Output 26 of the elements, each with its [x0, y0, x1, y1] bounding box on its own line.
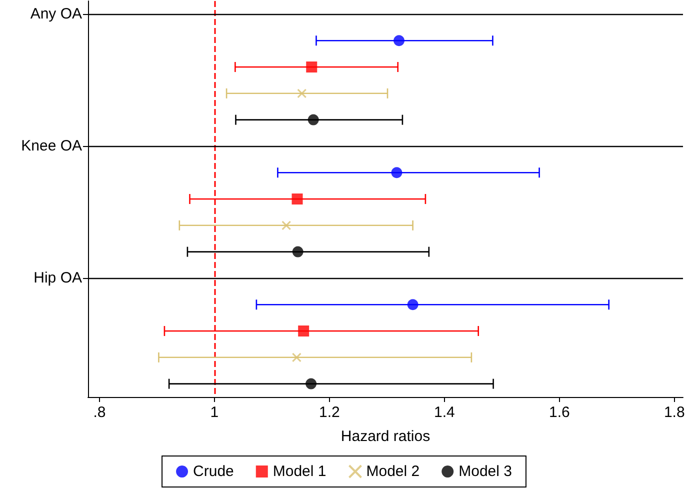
x-tick-label: 1: [210, 404, 219, 421]
y-tick-label: Any OA: [30, 6, 82, 23]
point: [391, 167, 402, 178]
point: [394, 35, 405, 46]
x-tick-label: 1.6: [548, 404, 570, 421]
x-tick-label: 1.2: [319, 404, 340, 421]
legend-label: Model 2: [366, 463, 420, 480]
legend-label: Crude: [193, 463, 234, 480]
point: [292, 352, 302, 362]
point: [282, 220, 292, 230]
point: [298, 326, 310, 336]
legend-label: Model 1: [272, 463, 326, 480]
x-axis-title: Hazard ratios: [340, 428, 430, 445]
legend-label: Model 3: [458, 463, 512, 480]
y-tick-label: Hip OA: [34, 270, 82, 287]
point: [308, 114, 319, 126]
x-tick-label: 1.4: [434, 404, 455, 421]
point: [306, 378, 317, 390]
point: [292, 194, 303, 204]
point: [292, 246, 304, 258]
point: [306, 62, 318, 72]
x-tick-label: 1.8: [664, 404, 685, 421]
y-tick-label: Knee OA: [21, 138, 82, 155]
x-tick-label: .8: [93, 404, 106, 421]
point: [297, 88, 307, 98]
point: [407, 299, 418, 310]
